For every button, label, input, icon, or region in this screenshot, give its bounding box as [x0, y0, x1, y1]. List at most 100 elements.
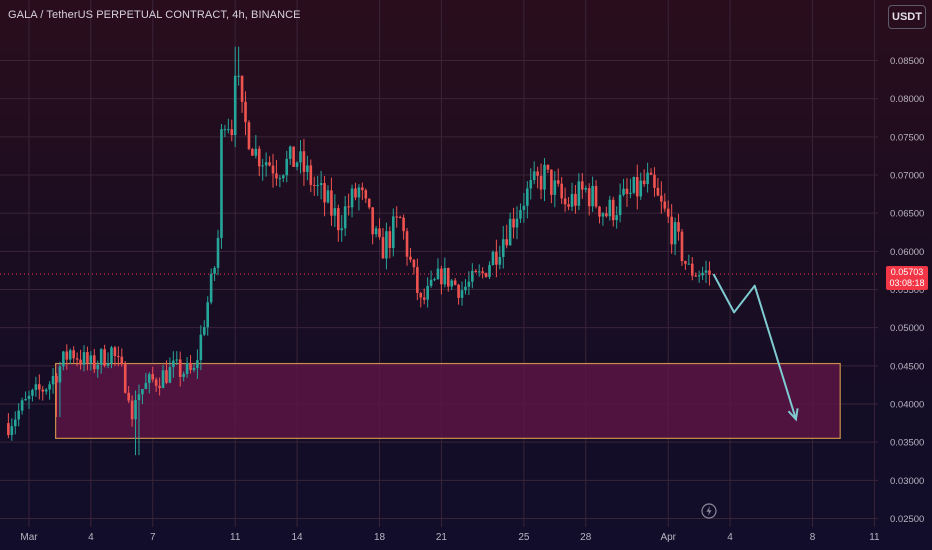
candle-body — [666, 208, 670, 217]
candle-body — [302, 151, 306, 172]
demand-zone-rectangle[interactable] — [55, 362, 841, 439]
x-tick-label: Apr — [660, 532, 676, 543]
candle-body — [639, 180, 643, 197]
candle-body — [227, 129, 230, 131]
candle-body — [237, 75, 240, 77]
y-tick-label: 0.04000 — [890, 400, 924, 411]
candle-body — [134, 400, 137, 420]
candle-body — [587, 187, 591, 207]
candle-body — [440, 268, 443, 285]
candle-body — [233, 75, 237, 136]
projection-path[interactable] — [712, 273, 797, 420]
candle-body — [539, 175, 543, 190]
candle-body — [601, 213, 605, 217]
candle-body — [402, 217, 405, 232]
x-tick-label: 18 — [374, 532, 386, 543]
candle-body — [220, 129, 223, 238]
candle-body — [144, 382, 148, 389]
candle-body — [529, 180, 533, 189]
candle-body — [123, 363, 127, 393]
candle-body — [106, 363, 110, 366]
candle-body — [172, 360, 175, 368]
candle-body — [117, 355, 120, 357]
candle-body — [158, 385, 161, 388]
candle-body — [347, 206, 350, 208]
y-tick-label: 0.03000 — [890, 476, 924, 487]
candle-body — [96, 364, 100, 370]
candle-body — [86, 352, 89, 363]
candle-body — [381, 237, 385, 259]
candle-body — [41, 389, 45, 392]
candle-body — [192, 368, 196, 370]
candle-body — [560, 183, 563, 199]
candle-body — [68, 350, 72, 360]
candle-body — [594, 185, 598, 207]
candle-body — [556, 180, 560, 184]
candle-body — [282, 175, 285, 179]
candle-body — [605, 213, 608, 217]
demand-zone-layer[interactable] — [55, 362, 841, 439]
candle-body — [495, 251, 498, 265]
candle-body — [185, 362, 189, 374]
x-tick-label: 21 — [436, 532, 448, 543]
candle-body — [515, 218, 519, 228]
x-tick-label: 14 — [291, 532, 303, 543]
candle-body — [182, 373, 185, 377]
candle-body — [278, 178, 282, 180]
candle-body — [141, 388, 144, 395]
y-tick-label: 0.02500 — [890, 514, 924, 525]
lightning-icon[interactable] — [701, 503, 717, 519]
candle-body — [622, 188, 625, 195]
candle-body — [450, 280, 454, 287]
y-tick-label: 0.05000 — [890, 323, 924, 334]
projection-layer[interactable] — [712, 273, 799, 422]
candle-body — [395, 216, 399, 218]
candle-body — [460, 290, 464, 298]
candle-body — [82, 352, 86, 365]
candle-body — [254, 148, 258, 156]
candle-body — [690, 263, 694, 276]
y-tick-label: 0.05500 — [890, 285, 924, 296]
candle-body — [333, 208, 337, 216]
candle-body — [10, 426, 14, 436]
candle-body — [677, 222, 680, 232]
candle-body — [247, 122, 251, 150]
grid-lines — [0, 0, 878, 527]
candle-body — [361, 187, 364, 191]
candle-body — [113, 347, 117, 356]
candle-body — [312, 184, 316, 186]
candle-body — [433, 279, 436, 281]
candle-body — [398, 217, 402, 219]
candle-body — [165, 370, 168, 383]
candle-body — [330, 190, 333, 216]
candle-body — [577, 181, 581, 206]
candle-body — [268, 162, 271, 166]
candle-body — [391, 216, 395, 248]
y-tick-label: 0.04500 — [890, 361, 924, 372]
candle-body — [663, 201, 667, 209]
y-axis[interactable]: 0.08500 0.08000 0.07500 0.07000 0.06500 0.060… — [890, 56, 924, 525]
candle-body — [199, 334, 203, 361]
candle-body — [436, 268, 440, 280]
candle-body — [99, 349, 103, 365]
x-tick-label: 7 — [150, 532, 156, 543]
currency-button[interactable]: USDT — [888, 5, 926, 29]
candle-body — [223, 129, 227, 131]
candle-body — [343, 206, 347, 229]
candle-body — [371, 207, 374, 235]
candle-body — [670, 216, 673, 245]
candle-body — [512, 218, 515, 228]
candle-body — [611, 199, 615, 221]
candle-body — [44, 389, 48, 392]
candle-body — [508, 218, 512, 246]
candle-body — [137, 394, 141, 401]
candle-body — [24, 399, 27, 401]
x-axis[interactable]: Mar 4 7 11 14 18 21 25 28 Apr 4 8 11 — [20, 532, 880, 543]
candle-body — [309, 165, 313, 185]
candle-body — [323, 183, 326, 203]
candle-body — [103, 349, 106, 366]
candle-body — [471, 270, 474, 282]
candle-body — [563, 198, 567, 205]
candle-body — [708, 270, 711, 275]
